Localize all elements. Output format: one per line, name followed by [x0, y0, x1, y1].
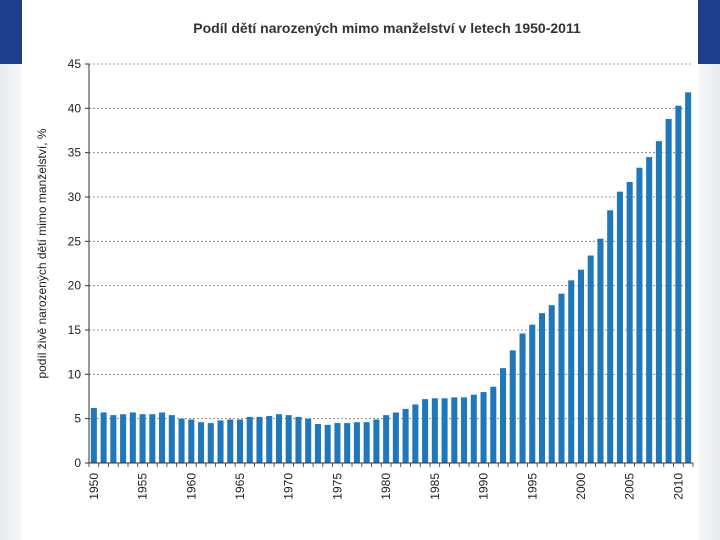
- y-tick-label: 40: [68, 101, 82, 115]
- bar: [100, 412, 107, 463]
- bar: [305, 418, 312, 463]
- grid-lines: [89, 63, 693, 420]
- bar: [324, 424, 331, 463]
- bar: [577, 269, 584, 463]
- x-tick-label: 1990: [477, 473, 491, 500]
- bar: [558, 293, 565, 463]
- y-tick-labels: 0 5 10 15 20 25 30 35 40 45: [68, 57, 89, 470]
- bar: [461, 397, 468, 463]
- bar: [110, 415, 117, 463]
- bar: [363, 422, 370, 463]
- bar: [607, 210, 614, 463]
- x-tick-label: 1995: [525, 473, 539, 500]
- bar: [344, 423, 351, 463]
- x-tick-label: 1980: [379, 473, 393, 500]
- bar: [441, 398, 448, 463]
- y-tick-label: 20: [68, 279, 82, 293]
- bar: [353, 422, 360, 463]
- bar: [198, 422, 205, 463]
- chart-panel: Podíl dětí narozených mimo manželství v …: [22, 0, 698, 540]
- bar: [568, 280, 575, 463]
- bar: [236, 419, 244, 463]
- bar: [500, 368, 507, 463]
- bar: [509, 350, 516, 463]
- bar: [188, 419, 195, 463]
- y-axis-label: podíl živě narozených dětí mimo manželst…: [35, 128, 49, 378]
- bar: [383, 415, 390, 463]
- bar: [120, 414, 127, 463]
- bar: [139, 414, 146, 463]
- bar: [129, 412, 136, 463]
- y-tick-label: 25: [68, 234, 82, 248]
- y-tick-label: 30: [68, 190, 82, 204]
- x-tick-label: 2000: [574, 473, 588, 500]
- bar: [626, 181, 633, 463]
- slide-shade-left: [0, 64, 22, 540]
- slide-band-right: [698, 0, 720, 64]
- y-tick-label: 5: [74, 412, 81, 426]
- bar: [159, 412, 166, 463]
- bar: [470, 394, 477, 463]
- bar: [373, 419, 380, 463]
- bar: [655, 141, 662, 463]
- bar: [275, 414, 282, 463]
- bar: [597, 238, 604, 463]
- bar: [90, 408, 97, 463]
- x-tick-label: 1950: [87, 473, 101, 500]
- bar: [529, 324, 536, 463]
- bar: [149, 414, 156, 463]
- bar: [675, 105, 682, 464]
- bar: [314, 423, 321, 463]
- y-tick-label: 10: [68, 367, 82, 381]
- bar: [685, 92, 692, 464]
- bar: [227, 419, 234, 463]
- bar: [266, 416, 273, 463]
- bar: [665, 118, 672, 463]
- bar: [178, 418, 185, 463]
- bar: [402, 408, 409, 463]
- bar: [548, 305, 555, 463]
- bar: [636, 167, 643, 464]
- x-tick-label: 1965: [233, 473, 247, 500]
- bars: [90, 92, 692, 464]
- x-tick-label: 2005: [623, 473, 637, 500]
- bar: [217, 420, 224, 463]
- bar: [490, 386, 497, 463]
- bar: [538, 313, 546, 463]
- bar: [412, 404, 419, 463]
- bar: [207, 423, 214, 463]
- y-tick-label: 35: [68, 146, 82, 160]
- slide-band-left: [0, 0, 22, 64]
- x-tick-label: 1985: [428, 473, 442, 500]
- bar: [285, 415, 292, 463]
- y-tick-label: 15: [68, 323, 82, 337]
- bar: [168, 415, 175, 463]
- bar: [392, 412, 399, 463]
- bar: [246, 416, 253, 463]
- bar: [616, 191, 623, 463]
- x-tick-label: 1970: [282, 473, 296, 500]
- bar: [480, 392, 487, 463]
- bar: [295, 416, 302, 463]
- x-tick-label: 1955: [136, 473, 150, 500]
- x-tick-label: 2010: [671, 473, 685, 500]
- y-tick-label: 45: [68, 57, 82, 71]
- y-tick-label: 0: [74, 456, 81, 470]
- bar: [646, 157, 653, 463]
- slide-shade-right: [698, 64, 720, 540]
- bar: [587, 255, 594, 463]
- x-tick-label: 1975: [330, 473, 344, 500]
- bar: [334, 423, 341, 463]
- bar: [422, 399, 429, 463]
- x-tick-labels: 1950 1955 1960 1965 1970 1975 1980 1985 1990 1995…: [87, 463, 694, 500]
- bar: [451, 397, 458, 463]
- chart-title: Podíl dětí narozených mimo manželství v …: [193, 20, 581, 36]
- bar: [519, 333, 526, 463]
- bar: [431, 398, 438, 463]
- bar: [256, 416, 263, 463]
- x-tick-label: 1960: [184, 473, 198, 500]
